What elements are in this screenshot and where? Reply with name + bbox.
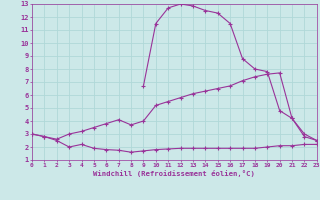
X-axis label: Windchill (Refroidissement éolien,°C): Windchill (Refroidissement éolien,°C) [93,170,255,177]
